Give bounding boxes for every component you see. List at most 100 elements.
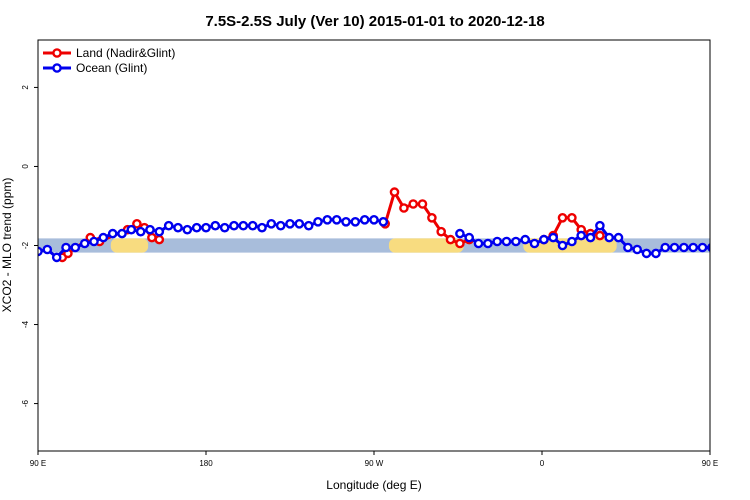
series-0-point	[595, 230, 605, 241]
series-1-point	[632, 244, 643, 255]
series-1-point	[229, 220, 239, 231]
series-1-point	[322, 214, 333, 225]
chart-title: 7.5S-2.5S July (Ver 10) 2015-01-01 to 20…	[205, 13, 544, 30]
series-1-point	[275, 220, 286, 231]
series-0-point	[399, 203, 409, 213]
series-1-point	[660, 242, 671, 253]
series-1	[38, 214, 750, 263]
series-1-point	[492, 236, 503, 247]
series-1-point	[576, 230, 587, 241]
series-1-point	[595, 220, 605, 231]
series-1-point	[473, 238, 484, 249]
x-tick-label: 180	[199, 459, 213, 468]
series-0-point	[154, 234, 165, 245]
legend-label: Ocean (Glint)	[76, 61, 147, 75]
series-0-point	[742, 250, 749, 257]
series-1-point	[455, 228, 465, 239]
series-0-point	[427, 212, 437, 223]
series-1-point	[501, 236, 512, 247]
land-highlight-1	[388, 238, 464, 253]
series-1-point	[42, 244, 53, 255]
series-1-point	[369, 214, 379, 225]
series-1-point	[331, 214, 342, 225]
series-1-point	[727, 246, 734, 253]
series-1-point	[520, 234, 531, 245]
legend-item-0: Land (Nadir&Glint)	[43, 46, 175, 60]
series-1-point	[294, 218, 305, 229]
series-1-point	[378, 216, 389, 227]
series-1-point	[173, 222, 183, 233]
series-1-point	[257, 222, 267, 233]
series-0-line-1	[383, 190, 470, 245]
series-1-point	[585, 232, 596, 243]
series-1-point	[464, 232, 475, 243]
series-1-point	[135, 226, 146, 237]
series-1-point	[679, 242, 689, 253]
land-highlight-0	[110, 238, 149, 253]
series-1-point	[145, 224, 155, 235]
series-1-point	[154, 226, 165, 237]
series-1-point	[89, 236, 99, 247]
series-0-point	[132, 218, 142, 229]
legend-marker	[52, 63, 62, 73]
y-axis-label: XCO2 - MLO trend (ppm)	[0, 178, 14, 313]
series-1-point	[651, 248, 661, 259]
series-1-point	[539, 234, 549, 245]
series-0-point	[557, 212, 568, 223]
series-1-point	[79, 238, 90, 249]
series-0-point	[417, 199, 428, 209]
y-tick-label: -4	[21, 320, 30, 328]
series-1-point	[285, 218, 295, 229]
series-1-point	[511, 236, 521, 247]
plot-area	[38, 187, 750, 263]
series-1-point	[266, 218, 277, 229]
series-1-point	[483, 238, 493, 249]
series-0-point	[436, 226, 447, 237]
series-1-point	[126, 224, 137, 235]
x-tick-label: 90 E	[702, 459, 718, 468]
y-axis: 2 0 -2 -4 -6	[21, 85, 38, 407]
series-1-point	[669, 242, 680, 253]
series-1-point	[107, 228, 118, 239]
series-1-point	[117, 228, 127, 239]
series-1-point	[707, 243, 710, 252]
y-tick-label: -2	[21, 241, 30, 249]
series-1-point	[191, 222, 202, 233]
series-0-point	[567, 212, 577, 223]
series-1-point	[548, 232, 559, 243]
x-tick-label: 0	[540, 459, 545, 468]
series-1-point	[219, 222, 230, 233]
series-0-point	[408, 199, 419, 209]
series-1-point	[697, 242, 708, 253]
x-axis: 90 E 180 90 W 0 90 E	[30, 451, 718, 468]
legend-item-1: Ocean (Glint)	[43, 61, 147, 75]
series-1-point	[51, 252, 62, 263]
series-1-point	[201, 222, 211, 233]
series-0-point	[389, 187, 400, 197]
series-1-point	[613, 232, 624, 243]
series-0-point	[445, 234, 456, 245]
series-1-point	[641, 248, 652, 259]
series-1-point	[341, 216, 351, 227]
series-0-line-3	[746, 238, 750, 254]
series-1-point	[238, 220, 249, 231]
series-1-point	[247, 220, 258, 231]
x-axis-label: Longitude (deg E)	[326, 478, 421, 492]
series-1-point	[688, 242, 699, 253]
series-1-point	[313, 216, 323, 227]
series-1-point	[182, 224, 193, 235]
series-1-point	[557, 240, 568, 251]
series-1-point	[303, 220, 314, 231]
x-tick-label: 90 E	[30, 459, 46, 468]
legend: Land (Nadir&Glint)Ocean (Glint)	[43, 46, 175, 75]
series-1-point	[746, 246, 750, 253]
legend-marker	[52, 48, 62, 58]
series-1-point	[736, 254, 743, 261]
series-1-point	[350, 216, 361, 227]
series-1-point	[61, 242, 71, 253]
series-1-point	[529, 238, 540, 249]
series-0-point	[455, 238, 465, 249]
series-0-point	[147, 232, 157, 243]
y-tick-label: 2	[21, 85, 30, 90]
